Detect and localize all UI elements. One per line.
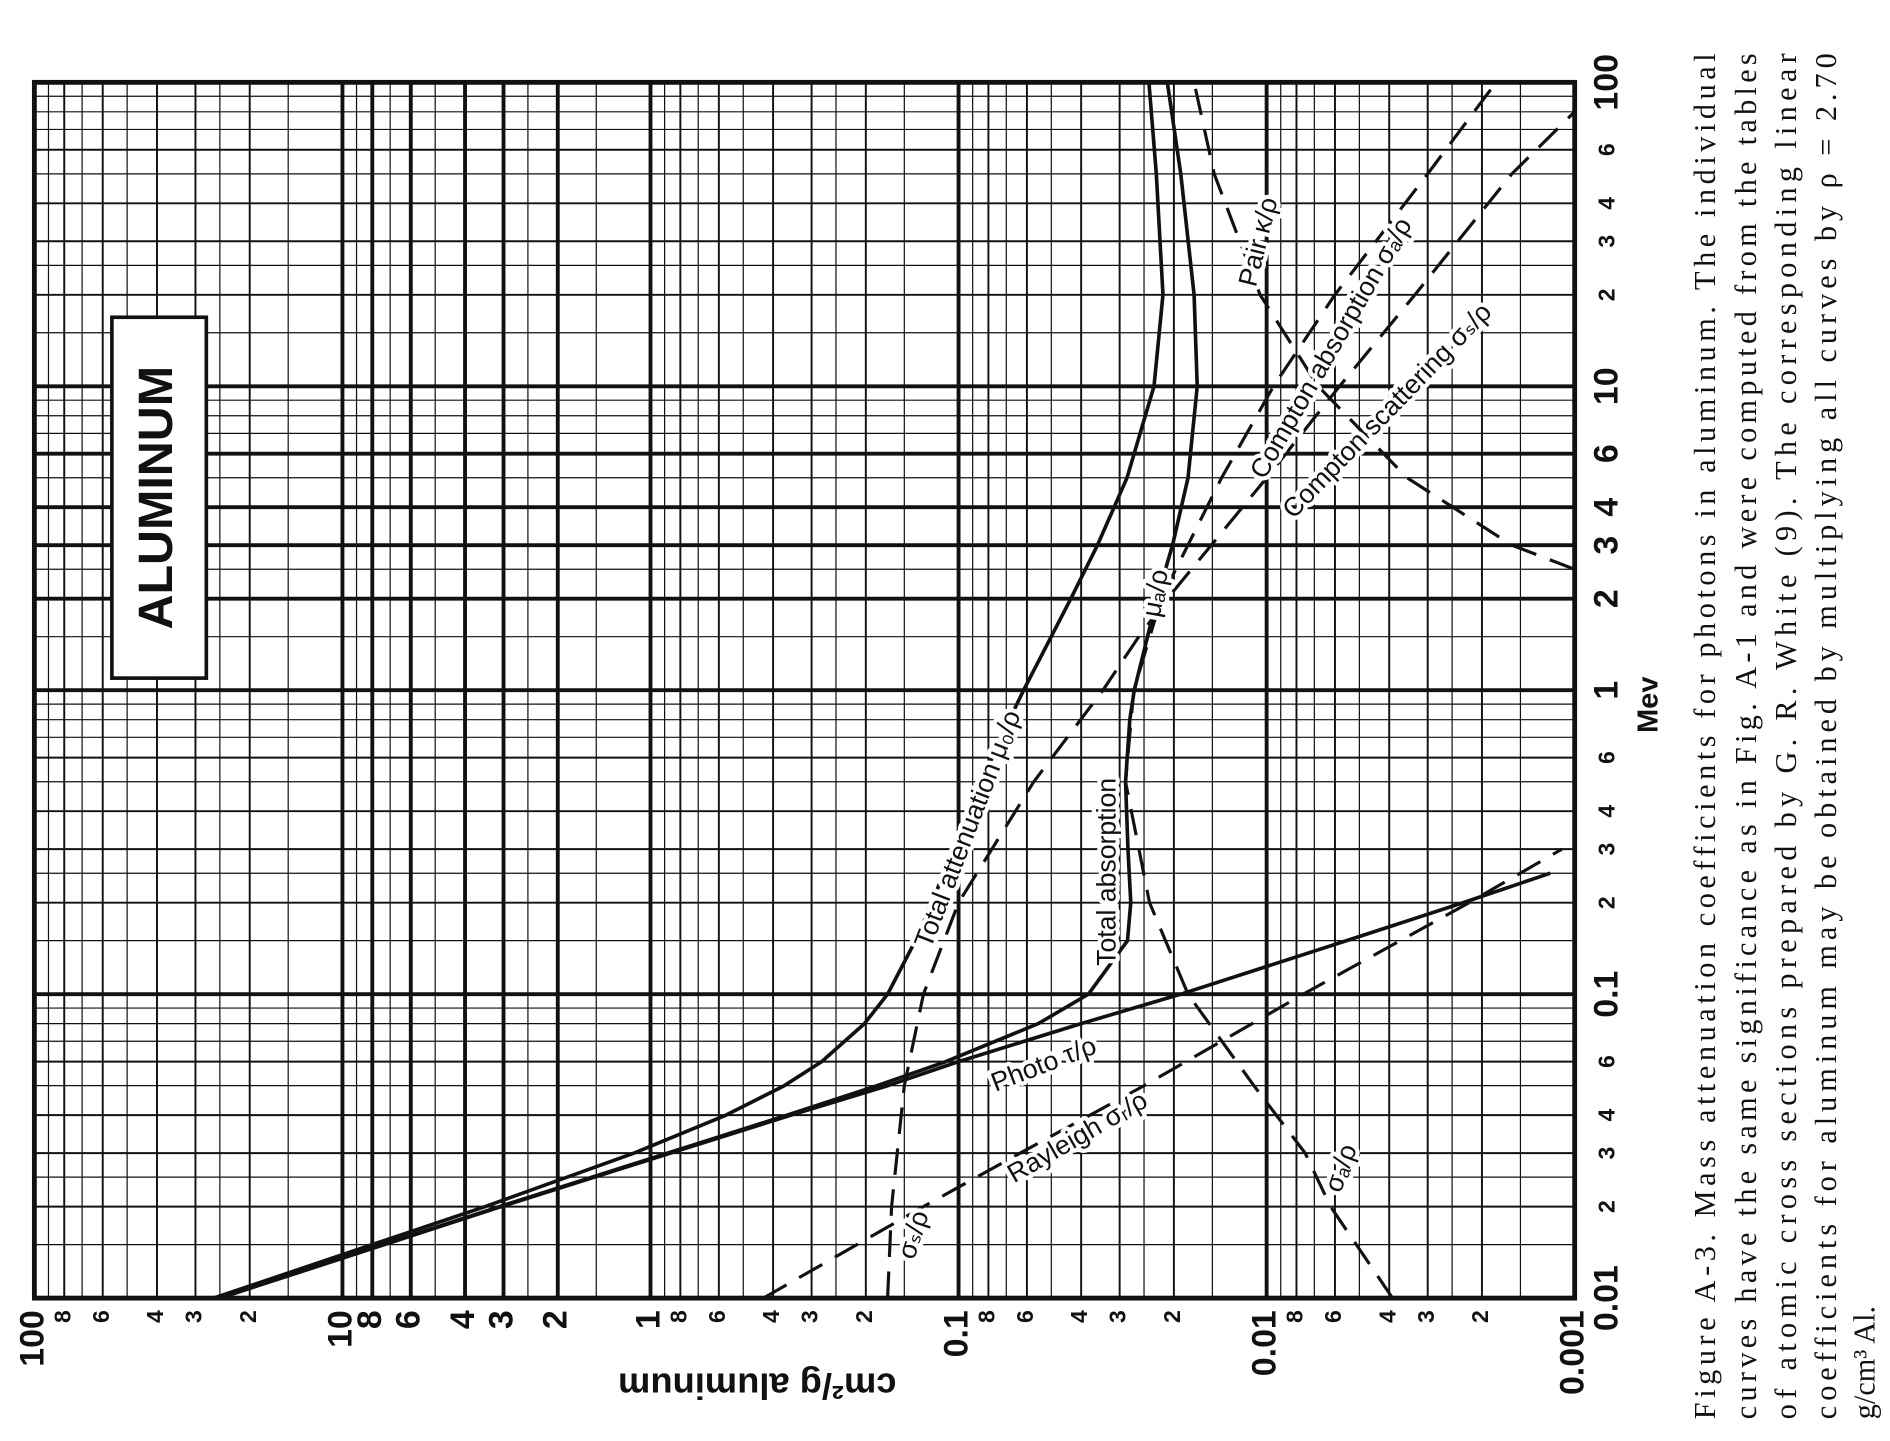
x-tick-label: 4: [1588, 498, 1626, 517]
y-tick-label: 6: [390, 1310, 428, 1329]
curve: [213, 82, 1165, 1299]
curve-label: Total absorption: [1092, 778, 1122, 966]
x-tick-label: 0.01: [1588, 1265, 1626, 1331]
curves: [213, 82, 1575, 1299]
x-tick-label: 4: [1594, 197, 1620, 210]
y-tick-label: 8: [973, 1310, 999, 1323]
x-tick-label: 3: [1594, 843, 1620, 856]
y-tick-label: 8: [49, 1310, 75, 1323]
x-tick-label: 6: [1594, 751, 1620, 764]
y-tick-label: 2: [537, 1310, 575, 1329]
y-tick-label: 1: [629, 1310, 667, 1329]
y-tick-label: 8: [1282, 1310, 1308, 1323]
y-tick-label: 3: [482, 1310, 520, 1329]
y-tick-label: 8: [665, 1310, 691, 1323]
y-tick-label: 6: [1320, 1310, 1346, 1323]
x-tick-label: 3: [1594, 1147, 1620, 1160]
x-tick-label: 2: [1594, 1200, 1620, 1213]
curve: [1192, 82, 1575, 571]
y-tick-label: 4: [1066, 1310, 1092, 1323]
y-tick-label: 4: [758, 1310, 784, 1323]
y-tick-label: 3: [181, 1310, 207, 1323]
x-tick-label: 2: [1594, 896, 1620, 909]
x-tick-label: 10: [1588, 367, 1626, 405]
y-tick-label: 2: [1467, 1310, 1493, 1323]
x-tick-label: 0.1: [1588, 971, 1626, 1018]
x-tick-label: 2: [1594, 288, 1620, 301]
y-tick-label: 4: [142, 1310, 168, 1323]
y-tick-label: 6: [88, 1310, 114, 1323]
title-box: [110, 315, 209, 680]
y-tick-label: 4: [1374, 1310, 1400, 1323]
y-tick-label: 0.01: [1246, 1310, 1284, 1376]
curve: [1123, 82, 1498, 1299]
y-axis-label: cm²/g aluminum: [618, 1365, 896, 1406]
curve: [219, 871, 1551, 1299]
y-tick-label: 6: [704, 1310, 730, 1323]
y-tick-label: 2: [1159, 1310, 1185, 1323]
curve: [886, 110, 1575, 1299]
y-tick-label: 100: [13, 1310, 51, 1367]
y-tick-label: 3: [1105, 1310, 1131, 1323]
y-tick-label: 4: [444, 1310, 482, 1329]
y-tick-label: 2: [851, 1310, 877, 1323]
chart-title: ALUMINUM: [129, 366, 183, 630]
caption-line: Figure A-3. Mass attenuation coefficient…: [1688, 53, 1722, 1419]
y-tick-label: 10: [321, 1310, 359, 1348]
y-tick-label: 0.001: [1554, 1310, 1592, 1395]
x-tick-label: 3: [1594, 235, 1620, 248]
y-tick-label: 3: [797, 1310, 823, 1323]
x-tick-label: 4: [1594, 805, 1620, 818]
y-tick-label: 8: [351, 1310, 389, 1329]
y-tick-label: 3: [1413, 1310, 1439, 1323]
x-tick-label: 4: [1594, 1109, 1620, 1122]
curve: [762, 847, 1563, 1299]
x-tick-label: 6: [1594, 1055, 1620, 1068]
plot-frame: [31, 79, 1578, 1301]
caption-line: curves have the same significance as in …: [1729, 53, 1763, 1419]
x-tick-label: 1: [1588, 681, 1626, 700]
x-tick-label: 6: [1588, 444, 1626, 463]
x-axis-label: Mev: [1632, 676, 1664, 733]
caption-line: g/cm³ Al.: [1848, 1306, 1882, 1419]
x-tick-label: 3: [1588, 536, 1626, 555]
y-tick-label: 0.1: [938, 1310, 976, 1357]
x-tick-label: 100: [1588, 54, 1626, 111]
x-tick-label: 2: [1588, 589, 1626, 608]
y-tick-label: 6: [1012, 1310, 1038, 1323]
y-tick-label: 2: [235, 1310, 261, 1323]
x-tick-label: 6: [1594, 143, 1620, 156]
